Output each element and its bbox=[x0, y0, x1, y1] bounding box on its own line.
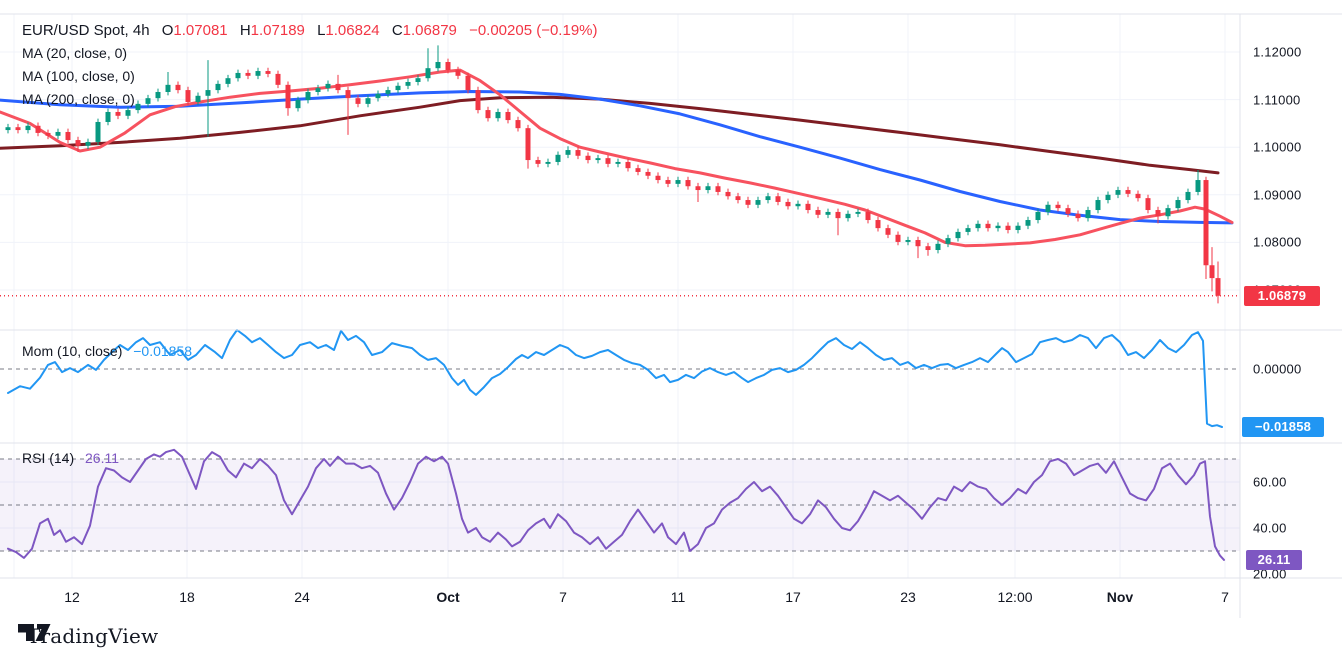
ohlc-low: L1.06824 bbox=[317, 22, 380, 39]
time-axis-label: Nov bbox=[1106, 589, 1134, 605]
time-axis-label: Oct bbox=[436, 589, 460, 605]
rsi-value-badge: 26.11 bbox=[1246, 549, 1302, 570]
time-axis-label: 24 bbox=[294, 589, 310, 605]
price-axis-tick: 1.09000 bbox=[1253, 187, 1302, 203]
tradingview-wordmark: TradingView bbox=[27, 624, 159, 648]
time-axis-label: 17 bbox=[785, 589, 801, 605]
ohlc-close: C1.06879 bbox=[391, 22, 457, 39]
momentum-axis-tick: 0.00000 bbox=[1253, 361, 1302, 377]
change-value: −0.00205 (−0.19%) bbox=[469, 22, 598, 39]
last-price-badge: 1.06879 bbox=[1244, 285, 1320, 306]
tradingview-attribution[interactable]: TradingView bbox=[18, 624, 158, 648]
symbol-title: EUR/USD Spot, 4h bbox=[22, 22, 150, 39]
price-axis-tick: 1.10000 bbox=[1253, 139, 1302, 155]
time-axis-label: 7 bbox=[559, 589, 567, 605]
rsi-legend-label: RSI (14) bbox=[22, 450, 75, 466]
ohlc-high: H1.07189 bbox=[239, 22, 305, 39]
price-axis-tick: 1.11000 bbox=[1253, 92, 1301, 108]
rsi-axis-tick: 20.00 bbox=[1253, 566, 1287, 582]
momentum-value-badge: −0.01858 bbox=[1242, 416, 1324, 437]
ma20-legend-row[interactable]: MA (20, close, 0) bbox=[22, 45, 128, 61]
symbol-legend-row[interactable]: EUR/USD Spot, 4h O1.07081 H1.07189 L1.06… bbox=[22, 19, 598, 42]
time-axis-label: 7 bbox=[1221, 589, 1229, 605]
main-legend: EUR/USD Spot, 4h O1.07081 H1.07189 L1.06… bbox=[22, 19, 598, 111]
time-axis-label: 12 bbox=[64, 589, 80, 605]
momentum-legend-label: Mom (10, close) bbox=[22, 343, 123, 359]
time-axis-label: 23 bbox=[900, 589, 916, 605]
time-axis-label: 18 bbox=[179, 589, 195, 605]
price-axis-tick: 1.08000 bbox=[1253, 234, 1302, 250]
price-axis-tick: 1.12000 bbox=[1253, 44, 1302, 60]
rsi-legend-value: 26.11 bbox=[85, 450, 120, 466]
tradingview-logo-icon bbox=[18, 624, 51, 641]
ohlc-open: O1.07081 bbox=[161, 22, 228, 39]
rsi-legend-row[interactable]: RSI (14) 26.11 bbox=[22, 450, 119, 466]
rsi-axis-tick: 40.00 bbox=[1253, 520, 1287, 536]
time-axis-label: 11 bbox=[670, 589, 686, 605]
ma100-legend-row[interactable]: MA (100, close, 0) bbox=[22, 68, 135, 84]
rsi-axis-tick: 60.00 bbox=[1253, 474, 1287, 490]
ma200-legend-row[interactable]: MA (200, close, 0) bbox=[22, 91, 135, 107]
time-axis-label: 12:00 bbox=[997, 589, 1033, 605]
momentum-legend-value: −0.01858 bbox=[133, 343, 193, 359]
momentum-legend-row[interactable]: Mom (10, close) −0.01858 bbox=[22, 343, 192, 359]
